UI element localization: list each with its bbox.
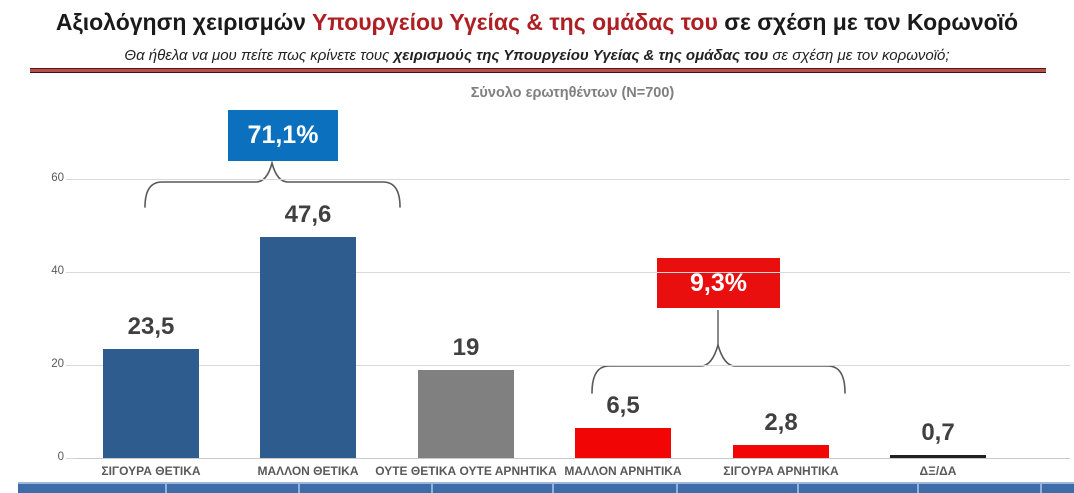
category-label: ΜΑΛΛΟΝ ΘΕΤΙΚΑ [257, 464, 359, 478]
footer-cell-divider [552, 484, 554, 493]
question-prefix: Θα ήθελα να μου πείτε πως κρίνετε τους [124, 47, 394, 64]
gridline [75, 272, 1070, 273]
category-label: ΣΙΓΟΥΡΑ ΑΡΝΗΤΙΚΑ [723, 464, 839, 478]
title-part-2: σε σχέση με τον Κορωνοϊό [717, 9, 1019, 35]
bar [103, 349, 199, 458]
bar [575, 428, 671, 458]
bar-value-label: 47,6 [284, 201, 332, 228]
survey-question: Θα ήθελα να μου πείτε πως κρίνετε τους χ… [0, 47, 1074, 64]
separator-line [30, 68, 1046, 73]
bar [418, 370, 514, 458]
footer-cell-divider [1040, 484, 1042, 493]
bar-value-label: 19 [452, 334, 480, 361]
footer-cell-divider [165, 484, 167, 493]
footer-cell-divider [676, 484, 678, 493]
positive-total-callout: 71,1% [228, 110, 338, 161]
bar [260, 237, 356, 458]
footer-cell-divider [431, 484, 433, 493]
y-tick-label: 0 [57, 451, 64, 463]
y-tick-label: 40 [51, 265, 64, 277]
sample-size-label: Σύνολο ερωτηθέντων (N=700) [470, 85, 675, 101]
bar [733, 445, 829, 458]
category-label: ΟΥΤΕ ΘΕΤΙΚΑ ΟΥΤΕ ΑΡΝΗΤΙΚΑ [375, 464, 557, 478]
footer-cell-divider [917, 484, 919, 493]
gridline [75, 365, 1070, 366]
y-axis-tick [66, 458, 75, 459]
gridline [75, 179, 1070, 180]
category-label: ΜΑΛΛΟΝ ΑΡΝΗΤΙΚΑ [564, 464, 682, 478]
question-suffix: σε σχέση με τον κορωνοϊό; [768, 47, 950, 64]
footer-cell-divider [298, 484, 300, 493]
footer-cell-divider [797, 484, 799, 493]
y-tick-label: 20 [51, 358, 64, 370]
question-bold-part: χειρισμούς της Υπουργείου Υγείας & της ο… [393, 47, 769, 64]
y-axis-tick [66, 179, 75, 180]
category-label: ΣΙΓΟΥΡΑ ΘΕΤΙΚΑ [101, 464, 201, 478]
y-axis-tick [66, 272, 75, 273]
y-axis-tick [66, 365, 75, 366]
title-accent-part: Υπουργείου Υγείας & της ομάδας του [311, 9, 718, 35]
bar [890, 455, 986, 458]
y-tick-label: 60 [51, 172, 64, 184]
gridline [75, 458, 1070, 459]
negative-total-callout: 9,3% [657, 258, 780, 308]
footer-table-strip [18, 482, 1074, 493]
page-title: Αξιολόγηση χειρισμών Υπουργείου Υγείας &… [0, 9, 1074, 36]
category-label: ΔΞ/ΔΑ [919, 464, 957, 478]
bar-value-label: 0,7 [921, 419, 955, 446]
bar-value-label: 2,8 [764, 409, 798, 436]
bar-value-label: 6,5 [606, 392, 640, 419]
bar-value-label: 23,5 [127, 313, 175, 340]
title-part-1: Αξιολόγηση χειρισμών [55, 9, 312, 35]
